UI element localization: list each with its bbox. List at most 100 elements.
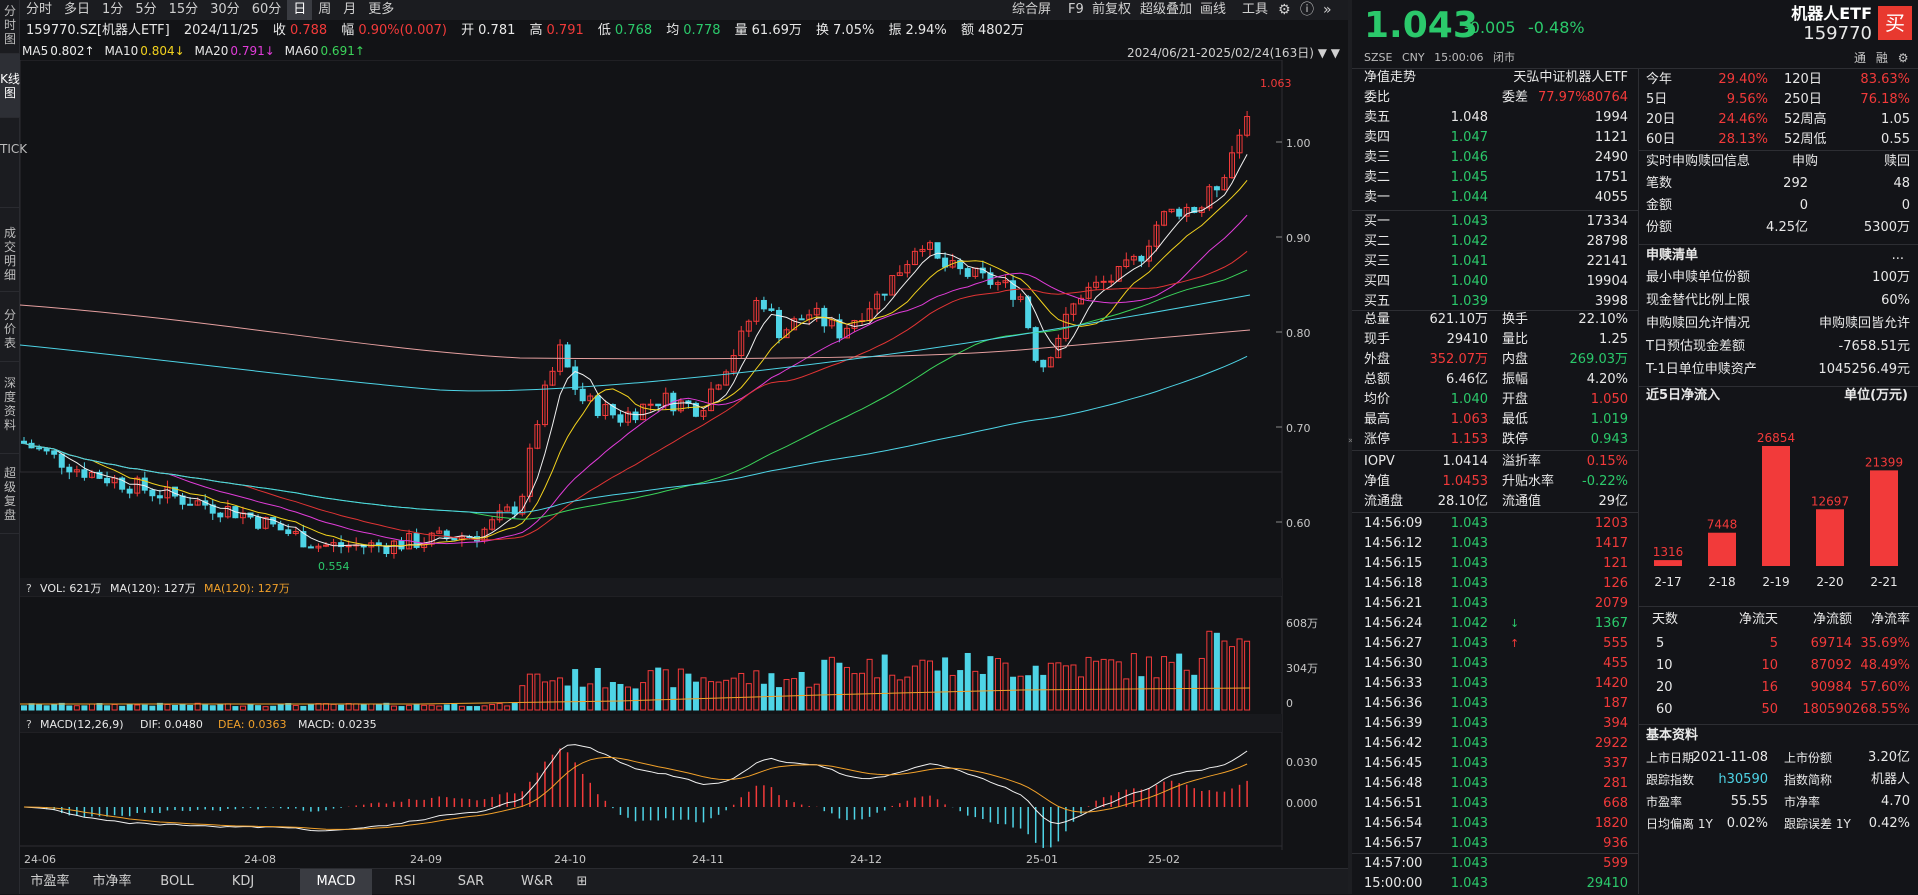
overlay-button[interactable]: 超级叠加	[1140, 2, 1193, 17]
candle-body	[911, 250, 918, 266]
macd-dea: DEA: 0.0363	[218, 718, 286, 731]
security-name: 机器人ETF	[1791, 4, 1872, 23]
volume-bar	[360, 704, 367, 711]
add-tab-icon[interactable]: ⊞	[576, 874, 588, 889]
tick-volume: 337	[1603, 756, 1628, 771]
ask-volume: 2490	[1594, 150, 1628, 165]
basic-value: 3.20亿	[1868, 750, 1910, 765]
candle-body	[156, 495, 163, 499]
sidebar-item-depth[interactable]: 深度资料	[0, 362, 20, 454]
f9-button[interactable]: F9	[1068, 2, 1084, 17]
sidebar-item-replay[interactable]: 超级复盘	[0, 454, 20, 534]
volume-bar	[828, 656, 835, 711]
candle-body	[730, 355, 737, 373]
tab-wr[interactable]: W&R	[520, 874, 554, 889]
candle-body	[745, 320, 752, 332]
period-more[interactable]: 更多	[368, 2, 395, 17]
tab-boll[interactable]: BOLL	[160, 874, 194, 889]
volume-bar	[164, 703, 171, 711]
period-5min[interactable]: 5分	[135, 2, 157, 17]
candle-body	[813, 307, 820, 316]
gear-icon[interactable]: ⚙	[1897, 51, 1909, 65]
dropdown-icon[interactable]: ▼ ▼	[1317, 46, 1340, 60]
nav-trend-link[interactable]: 净值走势	[1364, 70, 1417, 85]
tick-price: 1.043	[1450, 876, 1488, 891]
period-intraday[interactable]: 分时	[26, 2, 53, 17]
stat-value: 1.040	[1450, 392, 1488, 407]
forward-adjust-button[interactable]: 前复权	[1092, 2, 1132, 17]
sidebar-item-kline[interactable]: K线图	[0, 54, 20, 118]
tab-pe[interactable]: 市盈率	[30, 874, 70, 889]
sidebar-item-tick[interactable]: TICK	[0, 118, 27, 208]
market-status: 闭市	[1493, 51, 1515, 64]
subscribe-value: 292	[1783, 176, 1808, 191]
period-multiday[interactable]: 多日	[64, 2, 91, 17]
period-60min[interactable]: 60分	[251, 2, 282, 17]
draw-line-button[interactable]: 画线	[1200, 2, 1227, 17]
candle-body	[1085, 286, 1092, 299]
vol-tick: 608万	[1286, 617, 1318, 630]
amount-label: 额	[960, 23, 974, 38]
kline-chart[interactable]: 1.063 0.554 1.00 0.90 0.80 0.70 0.60 ? V…	[20, 60, 1348, 868]
tick-volume: 281	[1603, 776, 1628, 791]
volume-bar	[942, 657, 949, 711]
sidebar-item-intraday[interactable]: 分时图	[0, 0, 20, 54]
flow-bar-label: 21399	[1865, 455, 1903, 469]
candle-body	[942, 257, 949, 268]
tab-pb[interactable]: 市净率	[92, 874, 132, 889]
volume-bar	[677, 668, 684, 711]
period-1min[interactable]: 1分	[102, 2, 124, 17]
volume-bar	[587, 683, 594, 711]
help-icon[interactable]: ⓘ	[1300, 2, 1314, 18]
flow-header: 净流额	[1812, 612, 1852, 627]
tools-button[interactable]: 工具	[1242, 2, 1269, 17]
creation-more[interactable]: ...	[1891, 248, 1904, 263]
candle-body	[96, 471, 103, 479]
collapse-icon[interactable]: »	[1323, 2, 1332, 18]
tab-kdj[interactable]: KDJ	[231, 874, 255, 889]
volume-bar	[979, 673, 986, 711]
stat-value: 1.25	[1599, 332, 1628, 347]
date-range[interactable]: 2024/06/21-2025/02/24(163日) ▼ ▼	[1127, 44, 1340, 61]
volume-bar	[239, 705, 246, 711]
change-label: 幅	[341, 23, 355, 38]
volume-bar	[451, 703, 458, 711]
volume-bar	[1093, 660, 1100, 711]
x-axis: 24-06 24-08 24-09 24-10 24-11 24-12 25-0…	[24, 853, 1180, 866]
buy-button[interactable]: 买	[1878, 6, 1912, 40]
expand-icon[interactable]: »	[1348, 436, 1354, 446]
candle-body	[655, 403, 662, 407]
period-30min[interactable]: 30分	[210, 2, 240, 17]
flow-rate: 57.60%	[1860, 680, 1910, 695]
period-day[interactable]: 日	[287, 0, 313, 20]
volume-bar	[1198, 657, 1205, 711]
basic-label: 市净率	[1784, 795, 1821, 809]
volume-bar	[1115, 661, 1122, 711]
net-inflow-chart: 1316 2-17 7448 2-18 26854 2-19 12697 2-20 21399 2…	[1653, 431, 1903, 589]
volume-bar	[987, 656, 994, 711]
volume-bar	[806, 686, 813, 711]
tab-rsi[interactable]: RSI	[394, 874, 416, 889]
volume-bar	[111, 703, 118, 711]
volume-bar	[768, 673, 775, 711]
period-week[interactable]: 周	[318, 2, 332, 17]
tab-sar[interactable]: SAR	[457, 874, 485, 889]
sidebar-item-trades[interactable]: 成交明细	[0, 208, 20, 292]
volume-bar	[277, 703, 284, 711]
redeem-value: 48	[1893, 176, 1910, 191]
period-month[interactable]: 月	[343, 2, 357, 17]
volume-bar	[428, 704, 435, 711]
volume-bar	[1176, 653, 1183, 711]
stat-label: 现手	[1364, 332, 1391, 347]
perf-value: 1.05	[1881, 112, 1910, 127]
gear-icon[interactable]: ⚙	[1278, 2, 1291, 18]
tick-volume: 29410	[1586, 876, 1628, 891]
volume-bar	[1236, 638, 1243, 711]
exchange: SZSE	[1364, 51, 1393, 64]
period-15min[interactable]: 15分	[168, 2, 199, 17]
tick-volume: 555	[1603, 636, 1628, 651]
sidebar-item-price-table[interactable]: 分价表	[0, 292, 20, 362]
tab-macd[interactable]: MACD	[300, 869, 372, 895]
panel-splitter[interactable]	[1348, 0, 1352, 894]
composite-screen-button[interactable]: 综合屏	[1012, 2, 1052, 17]
